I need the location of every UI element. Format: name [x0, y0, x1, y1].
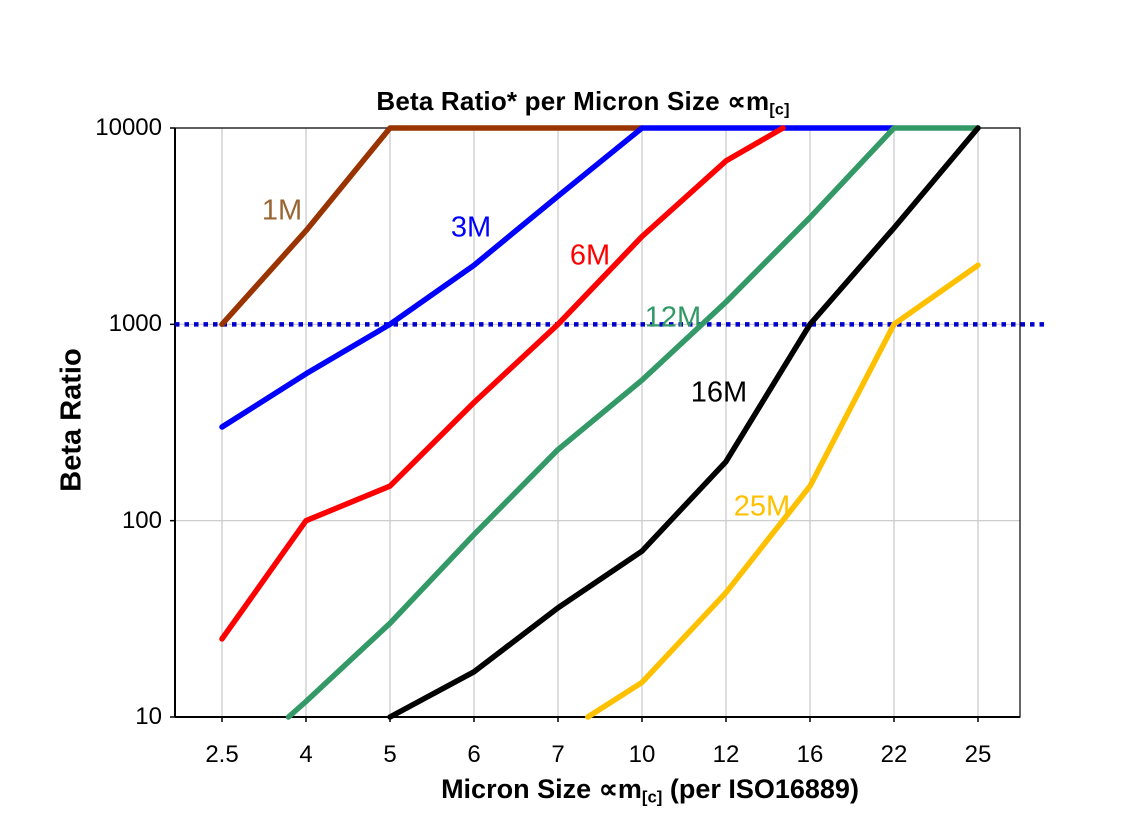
x-tick-label-4: 4 [299, 741, 313, 768]
series-label-25m: 25M [733, 490, 791, 523]
x-tick-label-7: 7 [551, 741, 565, 768]
x-axis-title-pre: Micron Size ∝m [441, 774, 642, 804]
x-axis-title-subscript: [c] [641, 787, 663, 807]
x-tick-label-25: 25 [964, 741, 992, 768]
x-axis-title-post: (per ISO16889) [662, 774, 859, 804]
series-line-6m [219, 125, 786, 642]
chart-title: Beta Ratio* per Micron Size ∝m[c] [376, 86, 789, 120]
series-label-16m: 16M [690, 376, 748, 409]
x-tick-label-6: 6 [467, 741, 481, 768]
x-axis-title: Micron Size ∝m[c] (per ISO16889) [441, 774, 859, 808]
y-tick-label-10000: 10000 [95, 114, 162, 141]
x-tick-label-16: 16 [796, 741, 824, 768]
chart-title-text: Beta Ratio* per Micron Size ∝m [376, 86, 770, 116]
y-tick-label-10: 10 [135, 703, 162, 730]
series-label-12m: 12M [644, 301, 702, 334]
chart-title-subscript: [c] [769, 100, 790, 119]
y-tick-label-100: 100 [121, 506, 162, 534]
series-label-1m: 1M [261, 194, 303, 227]
x-tick-label-5: 5 [383, 741, 397, 768]
series-line-16m [387, 125, 981, 720]
series-label-6m: 6M [569, 239, 611, 272]
x-tick-label-22: 22 [880, 741, 908, 768]
y-tick-label-1000: 1000 [108, 310, 162, 338]
x-tick-label-10: 10 [628, 741, 656, 768]
series-line-25m [585, 262, 981, 720]
series-line-1m [219, 125, 645, 328]
x-tick-label-12: 12 [712, 741, 740, 768]
series-label-3m: 3M [450, 211, 492, 244]
x-tick-label-2.5: 2.5 [205, 741, 239, 768]
series-line-12m [285, 125, 981, 720]
